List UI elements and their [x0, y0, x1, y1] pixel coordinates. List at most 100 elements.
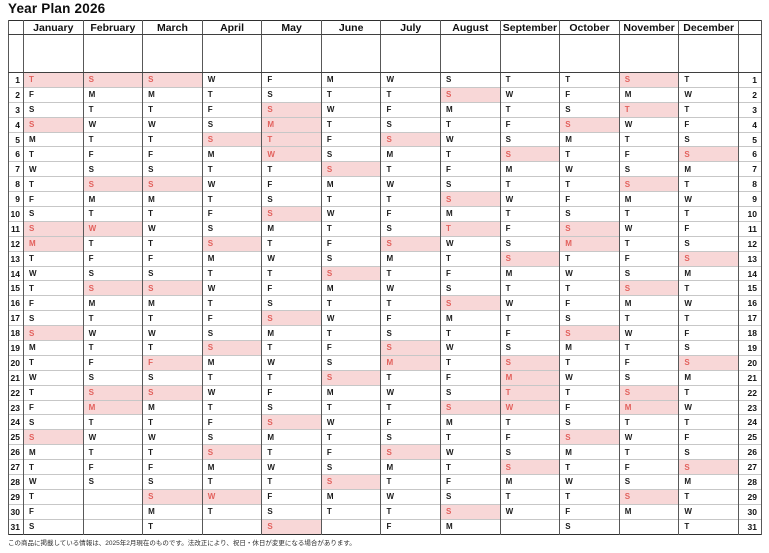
- day-cell: T: [23, 354, 84, 371]
- day-cell: S: [440, 399, 501, 415]
- day-cell: [82, 503, 144, 520]
- day-cell: T: [23, 280, 84, 296]
- day-cell: T: [261, 161, 322, 177]
- day-cell: T: [559, 384, 620, 401]
- day-cell: M: [320, 488, 382, 505]
- day-cell: T: [380, 474, 442, 490]
- year-plan-table: January February March April May June Ju…: [8, 20, 762, 535]
- day-cell: F: [82, 146, 144, 162]
- day-cell: T: [559, 146, 620, 162]
- day-cell: S: [440, 503, 501, 520]
- day-cell: S: [618, 265, 680, 281]
- day-cell: W: [380, 176, 442, 192]
- day-cell: T: [201, 295, 263, 311]
- day-cell: W: [380, 72, 442, 88]
- day-cell: [82, 488, 144, 505]
- day-cell: T: [201, 369, 263, 386]
- day-cell: S: [499, 235, 561, 252]
- day-cell: T: [618, 310, 680, 326]
- day-cell: T: [380, 265, 442, 281]
- day-cell: F: [320, 340, 382, 356]
- day-cell: M: [142, 295, 203, 311]
- day-cell: S: [23, 414, 84, 430]
- day-row: 16 F M M T S T T S W F M W 16: [8, 295, 762, 311]
- day-row: 10 S T T F S W F M T S T T 10: [8, 206, 762, 222]
- row-number-left: 17: [8, 310, 24, 326]
- row-number-right: 21: [738, 369, 762, 386]
- day-cell: T: [142, 310, 203, 326]
- day-cell: M: [678, 265, 739, 281]
- day-cell: S: [201, 325, 263, 341]
- day-cell: M: [440, 414, 501, 430]
- day-cell: T: [618, 206, 680, 222]
- row-number-right: 13: [738, 250, 762, 267]
- day-cell: W: [142, 429, 203, 445]
- day-cell: W: [142, 116, 203, 133]
- day-cell: S: [142, 474, 203, 490]
- day-cell: M: [320, 384, 382, 401]
- day-cell: W: [23, 369, 84, 386]
- day-cell: S: [23, 518, 84, 535]
- row-number-left: 10: [8, 206, 24, 222]
- day-cell: M: [380, 146, 442, 162]
- day-cell: T: [499, 488, 561, 505]
- day-cell: T: [23, 250, 84, 267]
- notes-corner-left: [8, 34, 24, 73]
- day-cell: W: [261, 354, 322, 371]
- day-cell: S: [201, 444, 263, 460]
- day-cell: S: [201, 131, 263, 147]
- day-cell: T: [618, 414, 680, 430]
- day-cell: T: [261, 369, 322, 386]
- day-cell: T: [320, 325, 382, 341]
- day-row: 21 W S S T T S T F M W S M 21: [8, 369, 762, 386]
- day-cell: T: [380, 161, 442, 177]
- day-cell: F: [618, 459, 680, 475]
- day-cell: M: [440, 101, 501, 118]
- day-cell: W: [440, 131, 501, 147]
- day-cell: M: [618, 295, 680, 311]
- row-number-left: 8: [8, 176, 24, 192]
- day-cell: T: [559, 176, 620, 192]
- day-row: 30 F M T S T T S W F M W 30: [8, 503, 762, 520]
- day-cell: W: [380, 384, 442, 401]
- day-cell: S: [678, 131, 739, 147]
- day-cell: W: [201, 488, 263, 505]
- row-number-right: 15: [738, 280, 762, 296]
- day-cell: F: [142, 459, 203, 475]
- day-cell: T: [440, 220, 501, 237]
- row-number-right: 29: [738, 488, 762, 505]
- day-cell: S: [380, 444, 442, 460]
- day-cell: F: [201, 414, 263, 430]
- month-header-april: April: [201, 20, 263, 35]
- day-cell: M: [618, 503, 680, 520]
- day-cell: W: [499, 399, 561, 415]
- day-cell: [618, 518, 680, 535]
- day-cell: T: [23, 72, 84, 88]
- row-number-left: 12: [8, 235, 24, 252]
- month-header-june: June: [320, 20, 382, 35]
- day-cell: T: [201, 191, 263, 207]
- row-number-left: 14: [8, 265, 24, 281]
- row-number-left: 29: [8, 488, 24, 505]
- day-cell: F: [201, 310, 263, 326]
- day-cell: F: [82, 459, 144, 475]
- day-cell: T: [380, 295, 442, 311]
- day-cell: T: [559, 72, 620, 88]
- day-cell: W: [499, 295, 561, 311]
- day-cell: T: [380, 399, 442, 415]
- day-cell: W: [499, 503, 561, 520]
- day-cell: T: [559, 280, 620, 296]
- day-cell: M: [320, 176, 382, 192]
- day-cell: [320, 518, 382, 535]
- day-cell: S: [23, 310, 84, 326]
- day-cell: S: [320, 354, 382, 371]
- day-cell: F: [678, 429, 739, 445]
- day-cell: S: [261, 310, 322, 326]
- day-cell: S: [320, 265, 382, 281]
- day-cell: S: [559, 220, 620, 237]
- day-cell: W: [82, 116, 144, 133]
- day-cell: F: [559, 191, 620, 207]
- day-cell: W: [678, 86, 739, 103]
